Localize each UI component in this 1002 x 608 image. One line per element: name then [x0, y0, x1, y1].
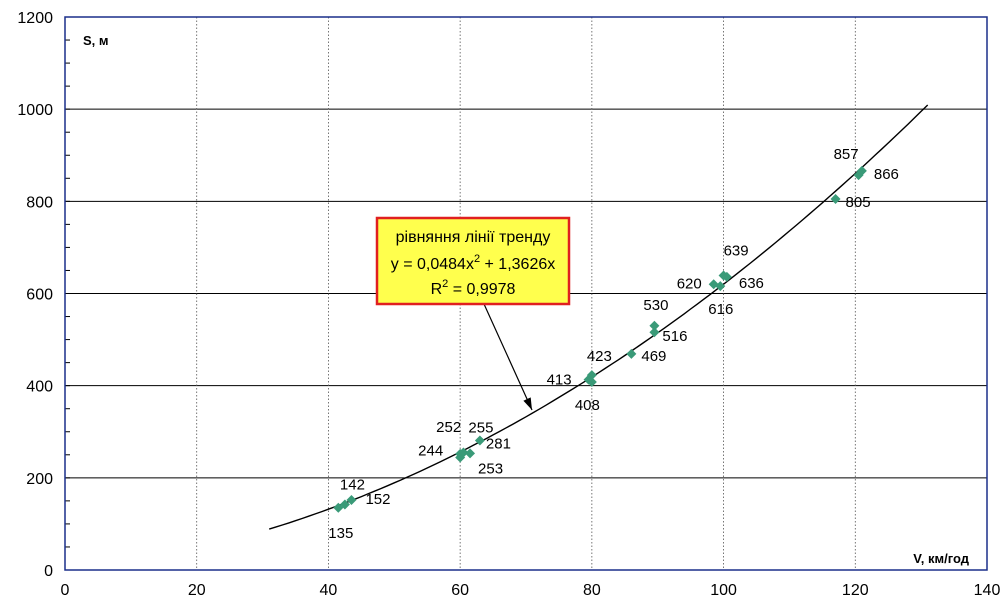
y-tick-label: 200 — [26, 471, 53, 488]
point-label: 253 — [478, 460, 503, 477]
trend-equation-prefix: y = 0,0484x — [391, 256, 474, 273]
y-tick-label: 0 — [44, 563, 53, 580]
data-point-marker — [465, 448, 476, 459]
trend-equation-box: рівняння лінії тренду y = 0,0484x2 + 1,3… — [375, 216, 571, 306]
point-label: 135 — [328, 525, 353, 542]
data-point-marker — [346, 494, 357, 505]
grid — [65, 17, 987, 570]
x-tick-labels: 0 20 40 60 80 100 120 140 — [61, 582, 1001, 599]
point-label: 857 — [834, 146, 859, 163]
point-label: 616 — [708, 301, 733, 318]
y-tick-label: 600 — [26, 287, 53, 304]
data-point-marker — [721, 271, 732, 282]
trend-equation: y = 0,0484x2 + 1,3626x — [391, 253, 555, 273]
x-tick-label: 20 — [188, 582, 206, 599]
x-tick-label: 120 — [842, 582, 869, 599]
point-label: 639 — [724, 243, 749, 260]
x-tick-label: 100 — [710, 582, 737, 599]
data-point-marker — [715, 281, 726, 292]
x-tick-label: 60 — [451, 582, 469, 599]
y-tick-label: 800 — [26, 194, 53, 211]
data-point-marker — [474, 435, 485, 446]
x-tick-label: 140 — [974, 582, 1001, 599]
x-axis-label: V, км/год — [913, 551, 969, 566]
trend-equation-suffix: + 1,3626x — [480, 256, 555, 273]
trend-r-prefix: R — [431, 281, 443, 298]
data-point-marker — [586, 376, 597, 387]
trend-box-background — [375, 216, 571, 306]
trend-r-squared: R2 = 0,9978 — [431, 278, 516, 298]
point-label: 255 — [468, 419, 493, 436]
trend-r-suffix: = 0,9978 — [448, 281, 515, 298]
point-label: 281 — [486, 436, 511, 453]
trend-arrow — [483, 303, 533, 411]
point-label: 469 — [641, 348, 666, 365]
data-point-marker — [626, 348, 637, 359]
point-label: 516 — [662, 328, 687, 345]
point-label: 805 — [846, 194, 871, 211]
y-tick-labels: 0 200 400 600 800 1000 1200 — [17, 10, 53, 580]
data-point-marker — [649, 327, 660, 338]
x-tick-label: 40 — [320, 582, 338, 599]
point-label: 252 — [436, 419, 461, 436]
point-label: 636 — [739, 275, 764, 292]
point-label: 530 — [643, 297, 668, 314]
trend-arrow-head — [523, 397, 532, 410]
data-point-marker — [649, 320, 660, 331]
point-label: 620 — [677, 275, 702, 292]
y-tick-label: 400 — [26, 379, 53, 396]
point-label: 142 — [340, 477, 365, 494]
point-label: 152 — [365, 491, 390, 508]
trend-r-sup: 2 — [442, 278, 448, 290]
data-point-marker — [856, 165, 867, 176]
data-points — [333, 165, 867, 513]
data-point-marker — [586, 370, 597, 381]
point-label: 423 — [587, 348, 612, 365]
point-label: 244 — [418, 443, 443, 460]
point-label: 866 — [874, 166, 899, 183]
y-tick-label: 1200 — [17, 10, 53, 27]
data-point-marker — [830, 194, 841, 205]
data-point-marker — [458, 447, 469, 458]
point-label: 408 — [575, 397, 600, 414]
y-axis-label: S, м — [83, 33, 109, 48]
y-minor-ticks — [65, 16, 70, 571]
point-label: 413 — [547, 372, 572, 389]
y-tick-label: 1000 — [17, 102, 53, 119]
plot-frame — [64, 16, 988, 571]
trend-box-title: рівняння лінії тренду — [396, 229, 551, 246]
trendline — [268, 104, 929, 530]
data-point-marker — [339, 499, 350, 510]
x-tick-label: 80 — [583, 582, 601, 599]
x-tick-label: 0 — [61, 582, 70, 599]
trend-equation-sup: 2 — [474, 253, 480, 265]
